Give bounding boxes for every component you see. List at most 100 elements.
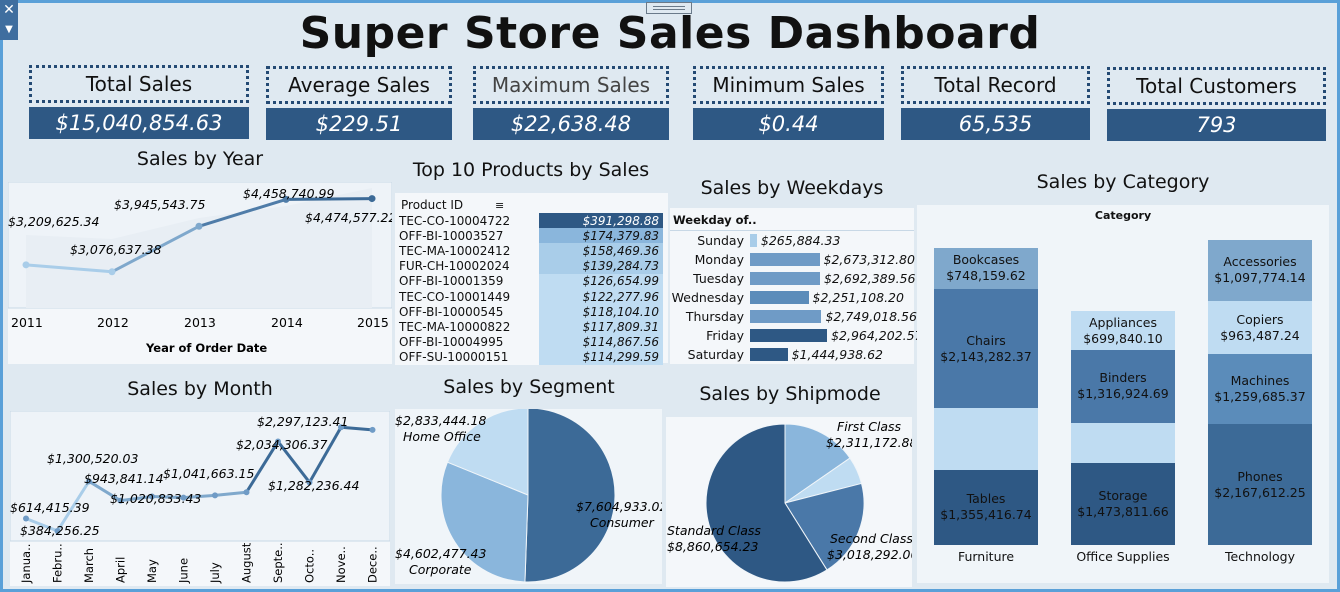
weekday-bar[interactable] — [750, 253, 820, 266]
top10-table[interactable]: Product ID ≡ TEC-CO-10004722 $391,298.88 O… — [395, 193, 668, 365]
chevron-down-icon[interactable]: ▼ — [5, 24, 13, 35]
kpi-value: 65,535 — [901, 108, 1090, 140]
segment-name-label: Consumer — [590, 515, 655, 530]
kpi-value: $0.44 — [693, 108, 884, 140]
shipmode-title: Sales by Shipmode — [699, 383, 881, 405]
kpi-label: Minimum Sales — [693, 66, 884, 104]
kpi-card-total-record[interactable]: Total Record 65,535 — [901, 66, 1090, 140]
table-row[interactable]: OFF-BI-10000545 $118,104.10 — [395, 304, 663, 320]
kpi-card-total-sales[interactable]: Total Sales $15,040,854.63 — [29, 65, 249, 139]
month-point[interactable] — [180, 494, 187, 501]
month-point[interactable] — [23, 515, 29, 522]
month-point[interactable] — [369, 426, 376, 433]
month-point[interactable] — [117, 497, 124, 504]
kpi-card-average-sales[interactable]: Average Sales $229.51 — [266, 66, 452, 140]
weekday-row[interactable]: Monday $2,673,312.80 — [670, 250, 915, 269]
month-chart[interactable]: $614,415.39 $384,256.25 $1,300,520.03 $9… — [9, 410, 391, 586]
weekday-bar[interactable] — [750, 291, 809, 304]
category-segment-name: Storage — [1098, 487, 1148, 503]
category-title: Sales by Category — [1036, 171, 1210, 193]
table-row[interactable]: TEC-CO-10001449 $122,277.96 — [395, 288, 663, 305]
pie-slice[interactable] — [446, 407, 529, 496]
category-segment[interactable]: Phones $2,167,612.25 — [1208, 424, 1312, 545]
year-axis-label: Year of Order Date — [145, 341, 267, 355]
month-point[interactable] — [86, 478, 92, 485]
month-point[interactable] — [149, 493, 155, 500]
year-point[interactable] — [282, 195, 290, 203]
sales-by-year-chart[interactable]: $3,209,625.34 $3,076,637.38 $3,945,543.7… — [7, 181, 396, 364]
weekday-bar[interactable] — [750, 348, 788, 361]
category-segment[interactable]: Machines $1,259,685.37 — [1208, 354, 1312, 425]
month-point[interactable] — [243, 489, 250, 496]
pie-slice[interactable] — [524, 407, 616, 583]
kpi-card-total-customers[interactable]: Total Customers 793 — [1107, 67, 1326, 141]
weekdays-chart[interactable]: Weekday of.. Sunday $265,884.33 Monday $2,6… — [670, 208, 923, 364]
segment-name-label: Home Office — [403, 429, 481, 444]
sort-icon[interactable]: ≡ — [494, 199, 505, 212]
weekday-bar[interactable] — [750, 272, 820, 285]
table-row[interactable]: OFF-BI-10003527 $174,379.83 — [395, 228, 663, 244]
category-segment[interactable]: Bookcases $748,159.62 — [934, 247, 1038, 290]
table-row[interactable]: TEC-MA-10000822 $117,809.31 — [395, 319, 663, 335]
top10-rows: TEC-CO-10004722 $391,298.88 OFF-BI-1000352… — [395, 213, 663, 365]
year-point[interactable] — [195, 222, 203, 230]
pie-slice[interactable] — [784, 482, 865, 571]
weekday-row[interactable]: Saturday $1,444,938.62 — [670, 345, 914, 364]
table-row[interactable]: OFF-BI-10004995 $114,867.56 — [395, 334, 663, 350]
kpi-value: $15,040,854.63 — [29, 107, 249, 139]
category-segment[interactable]: Appliances $699,840.10 — [1071, 310, 1175, 350]
weekday-row[interactable]: Tuesday $2,692,389.56 — [670, 269, 916, 288]
year-point[interactable] — [108, 268, 116, 276]
segment-name-label: Corporate — [409, 562, 472, 577]
table-row[interactable]: OFF-SU-10000151 $114,299.59 — [395, 349, 663, 365]
year-point[interactable] — [22, 261, 30, 269]
month-line-segment — [120, 495, 153, 503]
weekday-row[interactable]: Thursday $2,749,018.56 — [670, 307, 917, 326]
month-tick: May — [145, 559, 159, 583]
weekday-bar[interactable] — [750, 329, 828, 342]
weekday-bar[interactable] — [750, 310, 822, 323]
category-segment[interactable]: Copiers $963,487.24 — [1208, 300, 1312, 355]
month-point[interactable] — [212, 492, 218, 499]
month-point[interactable] — [338, 424, 344, 431]
category-segment[interactable]: Storage $1,473,811.66 — [1071, 463, 1175, 545]
product-sales: $158,469.36 — [539, 243, 663, 259]
drag-handle[interactable] — [646, 2, 692, 14]
year-data-label: $3,945,543.75 — [114, 197, 205, 212]
weekday-bar[interactable] — [750, 234, 757, 247]
category-segment-name: Binders — [1099, 370, 1147, 386]
kpi-card-maximum-sales[interactable]: Maximum Sales $22,638.48 — [473, 66, 669, 140]
segment-chart[interactable]: $2,833,444.18 Home Office $7,604,933.02 … — [395, 407, 667, 584]
weekday-value: $2,692,389.56 — [824, 271, 916, 286]
table-row[interactable]: OFF-BI-10001359 $126,654.99 — [395, 273, 663, 289]
year-point[interactable] — [368, 195, 376, 203]
table-row[interactable]: FUR-CH-10002024 $139,284.73 — [395, 258, 663, 274]
month-title: Sales by Month — [127, 378, 273, 400]
weekday-row[interactable]: Friday $2,964,202.57 — [670, 326, 922, 345]
category-segment[interactable] — [934, 408, 1038, 470]
close-icon[interactable]: ✕ — [3, 2, 15, 18]
pie-slice[interactable] — [784, 423, 851, 504]
month-point[interactable] — [54, 528, 61, 535]
table-row[interactable]: TEC-MA-10002412 $158,469.36 — [395, 243, 663, 259]
category-segment-name: Tables — [966, 491, 1006, 507]
category-chart[interactable]: Category Tables $1,355,416.74 Chairs $2,143… — [917, 205, 1329, 583]
dashboard-controls[interactable]: ✕ ▼ — [0, 0, 18, 40]
kpi-card-minimum-sales[interactable]: Minimum Sales $0.44 — [693, 66, 884, 140]
pie-slice[interactable] — [705, 423, 828, 583]
month-data-label: $384,256.25 — [20, 523, 100, 538]
weekday-row[interactable]: Sunday $265,884.33 — [670, 231, 914, 250]
category-segment[interactable]: Accessories $1,097,774.14 — [1208, 239, 1312, 301]
month-svg: $614,415.39 $384,256.25 $1,300,520.03 $9… — [9, 410, 391, 584]
month-line-segment — [340, 425, 373, 432]
month-point[interactable] — [275, 438, 281, 445]
month-point[interactable] — [306, 479, 313, 486]
weekday-row[interactable]: Wednesday $2,251,108.20 — [670, 288, 914, 307]
table-row[interactable]: TEC-CO-10004722 $391,298.88 — [395, 213, 663, 229]
category-segment[interactable]: Binders $1,316,924.69 — [1071, 349, 1175, 423]
category-segment[interactable]: Chairs $2,143,282.37 — [934, 289, 1038, 409]
category-segment[interactable] — [1071, 422, 1175, 463]
category-segment[interactable]: Tables $1,355,416.74 — [934, 469, 1038, 545]
shipmode-chart[interactable]: First Class $2,311,172.88 Second Class $… — [666, 417, 918, 587]
pie-slice[interactable] — [440, 461, 529, 583]
